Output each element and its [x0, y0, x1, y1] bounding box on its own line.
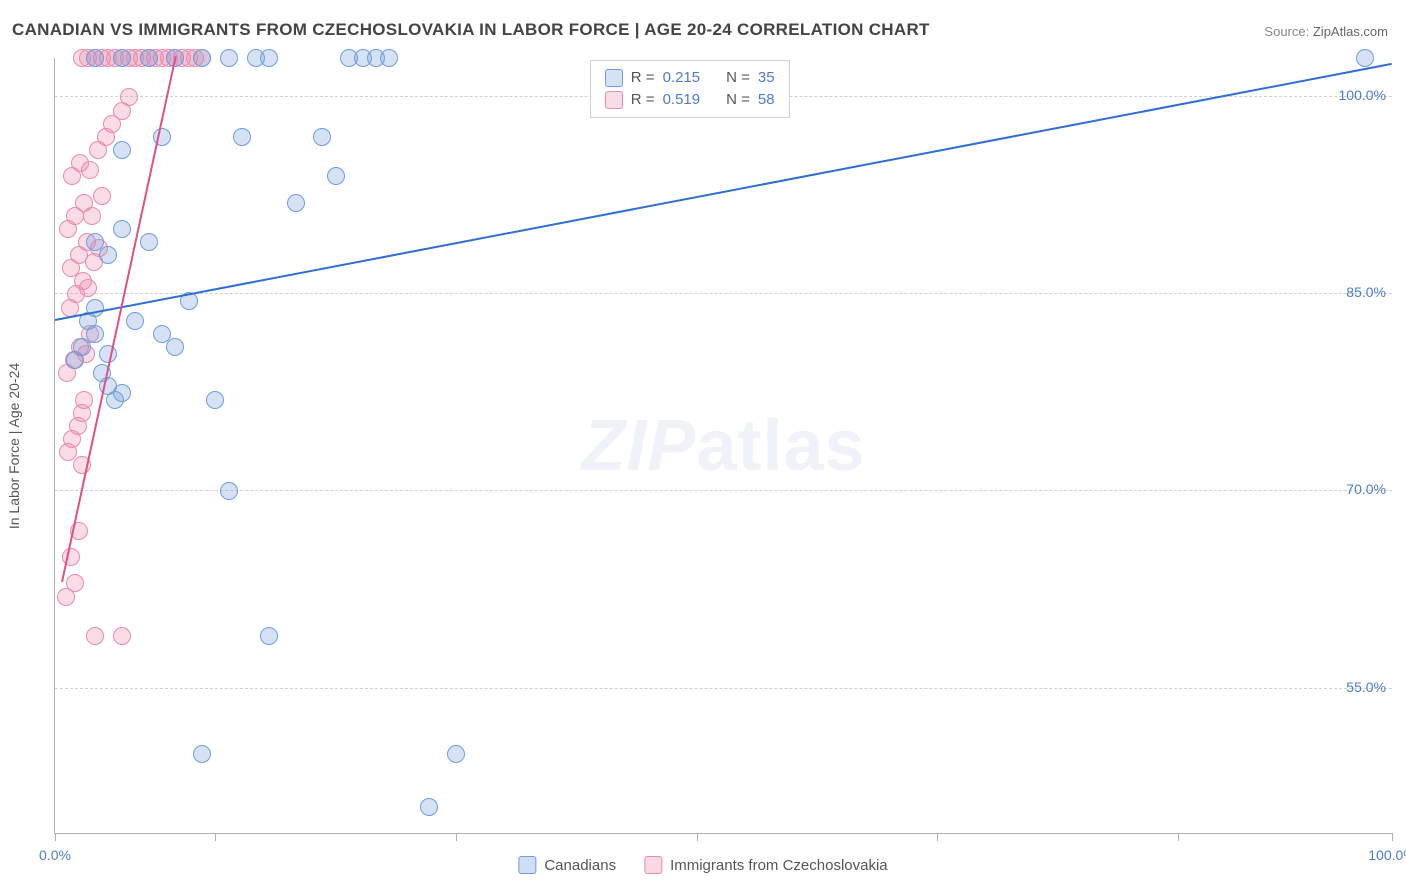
- scatter-point: [113, 141, 131, 159]
- scatter-point: [66, 574, 84, 592]
- bottom-legend: Canadians Immigrants from Czechoslovakia: [518, 856, 887, 874]
- legend-r-label: R =: [631, 67, 655, 89]
- y-tick-label: 85.0%: [1346, 284, 1386, 300]
- watermark-zip: ZIP: [581, 406, 696, 486]
- scatter-point: [86, 325, 104, 343]
- trend-line: [61, 57, 177, 583]
- legend-label: Canadians: [544, 857, 616, 874]
- y-axis-title: In Labor Force | Age 20-24: [6, 363, 22, 529]
- scatter-point: [354, 49, 372, 67]
- scatter-point: [79, 279, 97, 297]
- scatter-point: [73, 338, 91, 356]
- y-tick-label: 70.0%: [1346, 481, 1386, 497]
- source-value: ZipAtlas.com: [1313, 24, 1388, 39]
- scatter-point: [313, 128, 331, 146]
- legend-swatch: [644, 856, 662, 874]
- scatter-point: [93, 187, 111, 205]
- scatter-point: [140, 233, 158, 251]
- scatter-point: [327, 167, 345, 185]
- scatter-point: [113, 49, 131, 67]
- chart-title: CANADIAN VS IMMIGRANTS FROM CZECHOSLOVAK…: [12, 20, 930, 40]
- legend-r-value: 0.519: [663, 89, 701, 111]
- legend-r-label: R =: [631, 89, 655, 111]
- scatter-point: [86, 49, 104, 67]
- scatter-point: [140, 49, 158, 67]
- gridline: [55, 293, 1392, 294]
- scatter-point: [81, 161, 99, 179]
- scatter-point: [420, 798, 438, 816]
- x-tick: [1178, 833, 1179, 841]
- x-tick: [937, 833, 938, 841]
- scatter-point: [126, 312, 144, 330]
- legend-stats-row: R = 0.215 N = 35: [605, 67, 775, 89]
- x-tick: [55, 833, 56, 841]
- scatter-point: [75, 391, 93, 409]
- x-tick: [215, 833, 216, 841]
- legend-item: Canadians: [518, 856, 616, 874]
- scatter-point: [380, 49, 398, 67]
- x-tick: [1392, 833, 1393, 841]
- scatter-point: [447, 745, 465, 763]
- scatter-point: [166, 338, 184, 356]
- watermark-atlas: atlas: [696, 406, 865, 486]
- scatter-point: [86, 627, 104, 645]
- legend-n-label: N =: [726, 67, 750, 89]
- legend-n-value: 58: [758, 89, 775, 111]
- x-tick-label: 0.0%: [39, 847, 71, 863]
- source-label: Source:: [1264, 24, 1309, 39]
- legend-stats: R = 0.215 N = 35 R = 0.519 N = 58: [590, 60, 790, 118]
- x-tick: [456, 833, 457, 841]
- scatter-point: [1356, 49, 1374, 67]
- legend-n-value: 35: [758, 67, 775, 89]
- y-tick-label: 100.0%: [1339, 87, 1386, 103]
- legend-swatch: [518, 856, 536, 874]
- plot-area: ZIPatlas 55.0%70.0%85.0%100.0%0.0%100.0%…: [54, 58, 1392, 834]
- x-tick-label: 100.0%: [1368, 847, 1406, 863]
- scatter-point: [120, 88, 138, 106]
- scatter-point: [193, 745, 211, 763]
- x-tick: [697, 833, 698, 841]
- scatter-point: [99, 246, 117, 264]
- legend-n-label: N =: [726, 89, 750, 111]
- legend-swatch: [605, 69, 623, 87]
- scatter-point: [260, 627, 278, 645]
- scatter-point: [233, 128, 251, 146]
- y-tick-label: 55.0%: [1346, 679, 1386, 695]
- scatter-point: [220, 482, 238, 500]
- scatter-point: [83, 207, 101, 225]
- legend-stats-row: R = 0.519 N = 58: [605, 89, 775, 111]
- scatter-point: [206, 391, 224, 409]
- gridline: [55, 688, 1392, 689]
- scatter-point: [287, 194, 305, 212]
- chart-container: CANADIAN VS IMMIGRANTS FROM CZECHOSLOVAK…: [0, 0, 1406, 892]
- gridline: [55, 490, 1392, 491]
- watermark: ZIPatlas: [581, 405, 865, 487]
- scatter-point: [193, 49, 211, 67]
- scatter-point: [113, 384, 131, 402]
- scatter-point: [260, 49, 278, 67]
- source-attribution: Source: ZipAtlas.com: [1264, 24, 1388, 39]
- scatter-point: [113, 220, 131, 238]
- scatter-point: [113, 627, 131, 645]
- legend-swatch: [605, 91, 623, 109]
- legend-r-value: 0.215: [663, 67, 701, 89]
- scatter-point: [220, 49, 238, 67]
- legend-label: Immigrants from Czechoslovakia: [670, 857, 888, 874]
- legend-item: Immigrants from Czechoslovakia: [644, 856, 888, 874]
